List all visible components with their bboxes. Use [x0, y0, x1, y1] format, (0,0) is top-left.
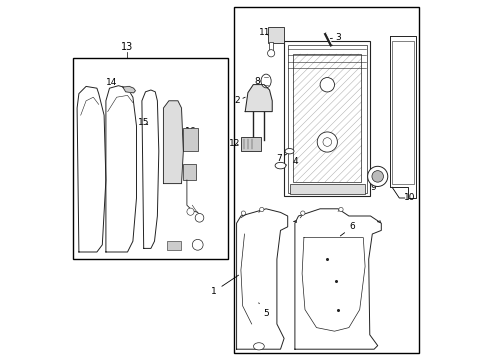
Text: 3: 3 — [329, 33, 340, 42]
Circle shape — [267, 50, 274, 57]
Polygon shape — [77, 86, 106, 252]
Bar — [233, 7, 418, 353]
Polygon shape — [142, 90, 159, 248]
Text: 11: 11 — [258, 28, 269, 37]
Polygon shape — [163, 101, 183, 184]
Circle shape — [320, 77, 334, 92]
Circle shape — [195, 213, 203, 222]
Ellipse shape — [275, 162, 285, 169]
Text: 1: 1 — [211, 275, 238, 296]
Polygon shape — [106, 86, 136, 252]
Bar — [183, 164, 196, 180]
Circle shape — [371, 171, 383, 182]
Bar — [183, 128, 197, 151]
Bar — [287, 45, 366, 193]
Bar — [289, 184, 365, 194]
Text: 7: 7 — [276, 154, 286, 163]
Circle shape — [259, 207, 264, 212]
Bar — [73, 58, 228, 259]
Polygon shape — [122, 86, 135, 93]
Text: 8: 8 — [254, 77, 261, 85]
Bar — [167, 241, 181, 250]
Bar — [284, 41, 370, 196]
Text: 15: 15 — [138, 118, 149, 127]
Polygon shape — [236, 209, 287, 349]
Text: 6: 6 — [340, 222, 355, 236]
Bar — [267, 27, 284, 43]
Text: 4: 4 — [284, 157, 297, 166]
Ellipse shape — [253, 343, 264, 350]
Circle shape — [186, 208, 194, 215]
Ellipse shape — [261, 74, 270, 88]
Circle shape — [192, 239, 203, 250]
Ellipse shape — [285, 149, 293, 154]
Text: 2: 2 — [234, 96, 244, 105]
Text: 9: 9 — [370, 183, 375, 192]
Circle shape — [338, 207, 343, 212]
Text: 5: 5 — [258, 303, 268, 318]
Circle shape — [317, 132, 337, 152]
Text: 16: 16 — [184, 127, 196, 136]
Text: 14: 14 — [105, 78, 125, 87]
Bar — [241, 137, 260, 151]
Polygon shape — [244, 85, 272, 112]
Polygon shape — [294, 209, 381, 349]
Polygon shape — [389, 36, 415, 198]
Circle shape — [300, 211, 305, 215]
Circle shape — [322, 138, 331, 146]
Text: 10: 10 — [404, 194, 415, 202]
Bar — [268, 42, 273, 52]
Circle shape — [241, 211, 245, 215]
Circle shape — [367, 166, 387, 186]
Text: 13: 13 — [121, 42, 133, 52]
Text: 12: 12 — [228, 139, 240, 148]
Bar — [391, 41, 413, 184]
Bar — [292, 54, 361, 182]
